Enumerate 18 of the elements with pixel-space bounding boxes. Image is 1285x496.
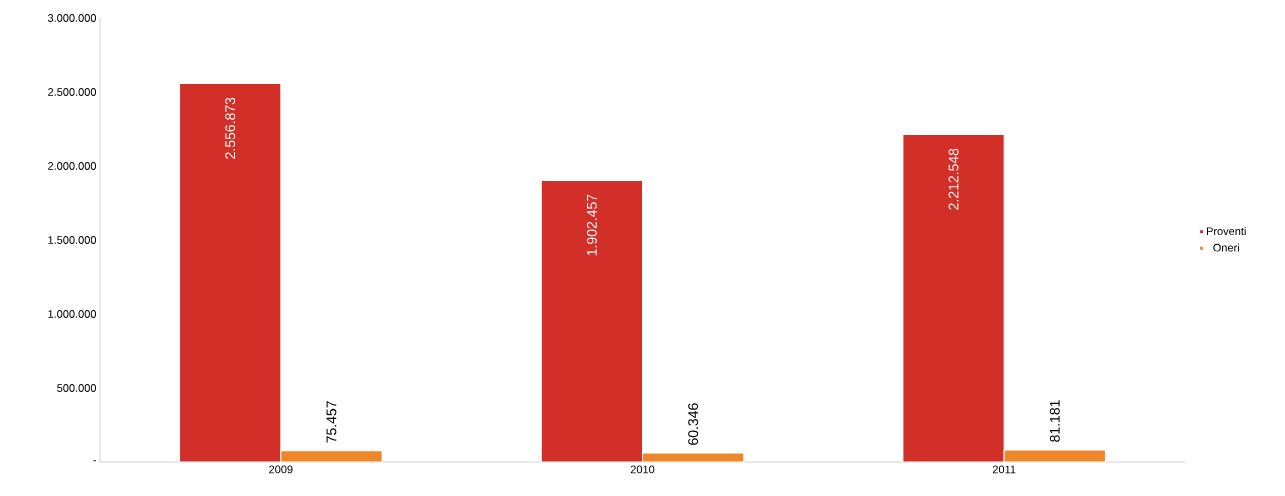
data-label: 2.212.548 <box>948 148 959 210</box>
y-tick-label: 500.000 <box>57 384 97 392</box>
y-tick-label: 2.000.000 <box>48 162 97 170</box>
data-label: 60.346 <box>688 403 699 445</box>
y-tick-label: 2.500.000 <box>48 88 97 96</box>
legend-label: Proventi <box>1206 227 1246 236</box>
y-tick-label: 1.500.000 <box>48 236 97 244</box>
x-tick-label: 2009 <box>269 465 293 474</box>
y-tick-label: 1.000.000 <box>48 310 97 318</box>
data-label: 1.902.457 <box>586 194 597 256</box>
y-tick-label: 3.000.000 <box>47 14 97 22</box>
x-tick-label: 2011 <box>992 465 1016 474</box>
legend-label: Oneri <box>1213 243 1239 252</box>
data-label: 75.457 <box>326 401 337 443</box>
y-tick-label: - <box>93 460 96 462</box>
data-label: 2.556.873 <box>225 97 236 159</box>
data-label: 81.181 <box>1049 400 1060 442</box>
x-tick-label: 2010 <box>630 465 655 474</box>
